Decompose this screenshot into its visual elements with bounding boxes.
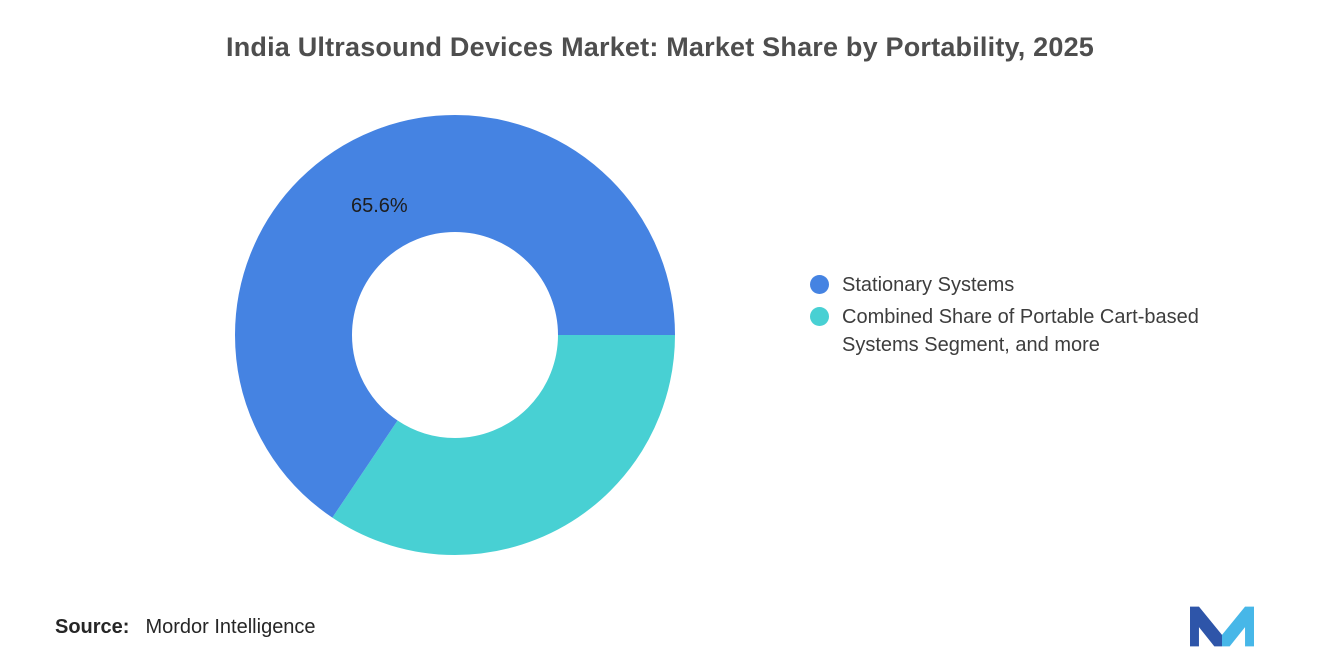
legend-item-portable-combined: Combined Share of Portable Cart-based Sy… [810,303,1270,359]
chart-title: India Ultrasound Devices Market: Market … [226,32,1094,62]
donut-segment [235,115,675,555]
mordor-intelligence-logo [1190,606,1254,647]
source-label: Source: [55,616,130,638]
source-text: Mordor Intelligence [145,616,316,638]
legend-label: Stationary Systems [842,274,1015,296]
donut-svg [235,115,675,555]
legend-marker [810,307,829,326]
data-label-stationary-systems: 65.6% [351,195,408,217]
source-attribution: Source: Mordor Intelligence [55,616,316,639]
legend: Stationary Systems Combined Share of Por… [810,271,1270,363]
legend-marker [810,275,829,294]
donut-chart: 65.6% [235,115,675,555]
legend-item-stationary-systems: Stationary Systems [810,271,1270,299]
legend-label: Combined Share of Portable Cart-based Sy… [842,306,1199,356]
